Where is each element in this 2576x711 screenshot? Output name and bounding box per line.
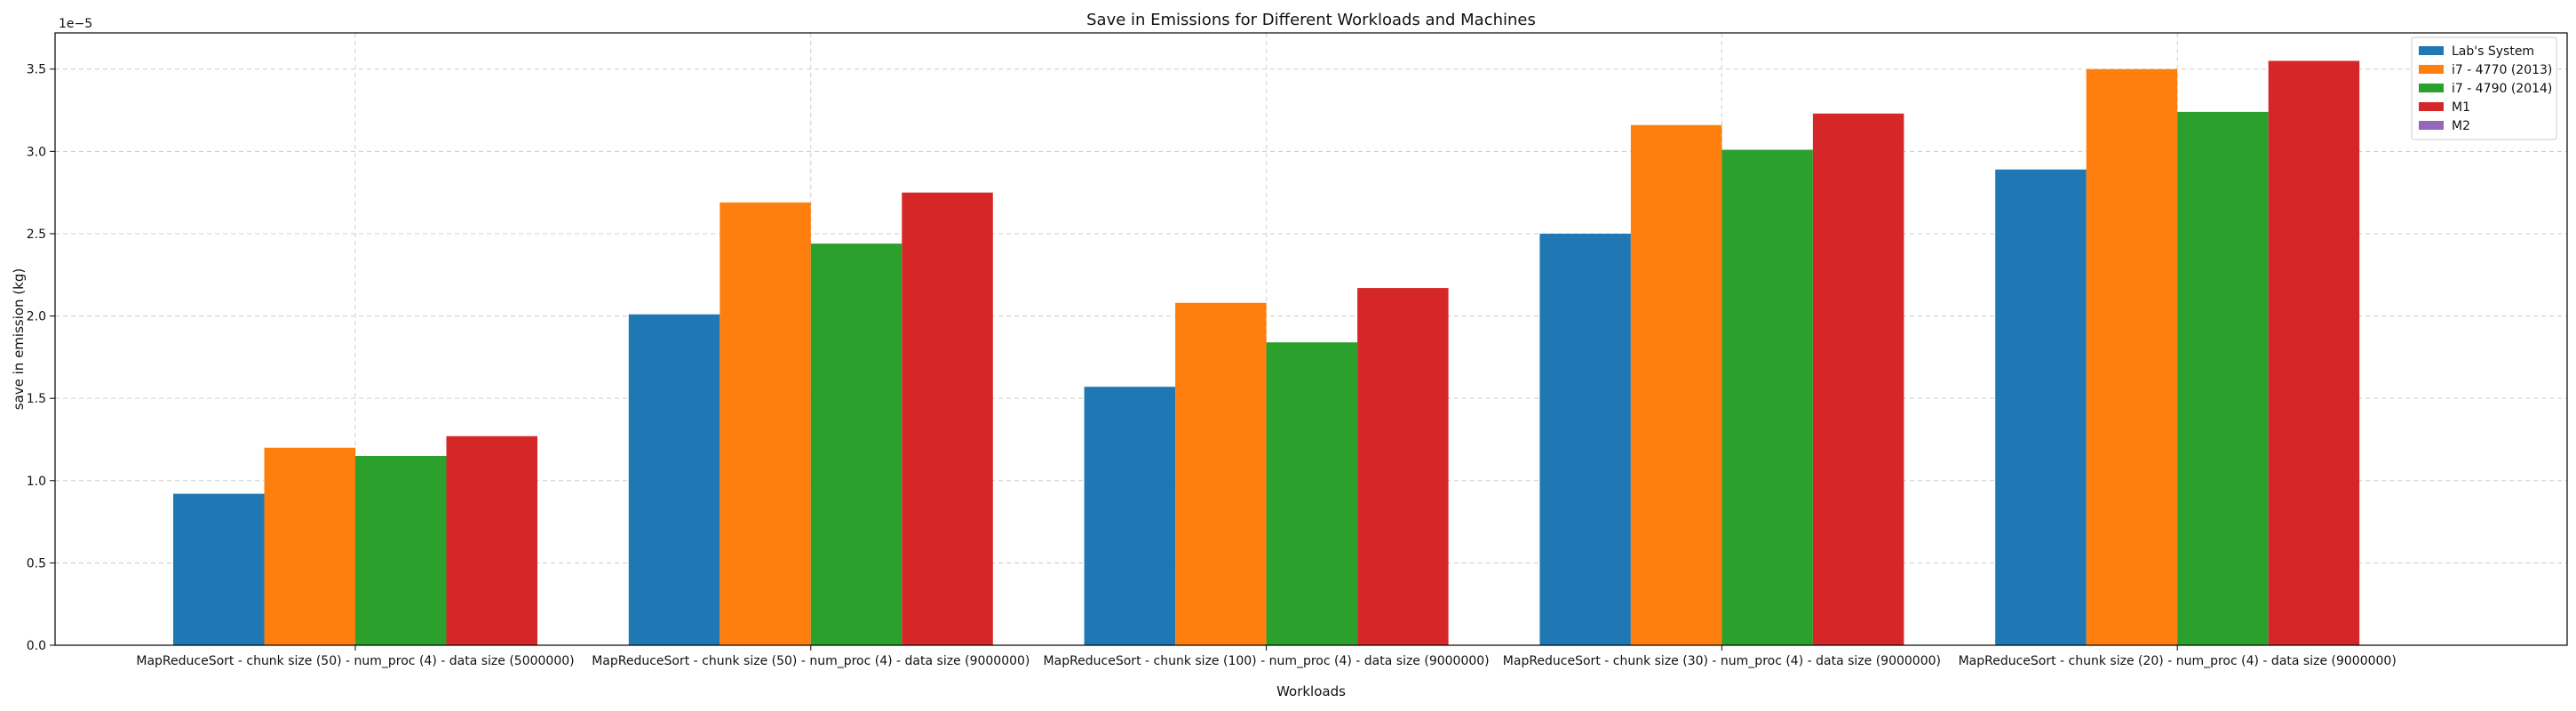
x-tick-label: MapReduceSort - chunk size (50) - num_pr…: [592, 654, 1030, 668]
x-axis-label: Workloads: [1276, 683, 1346, 699]
legend-swatch: [2419, 46, 2444, 55]
bar: [2086, 68, 2178, 645]
bar: [1357, 288, 1449, 645]
bar: [810, 244, 902, 645]
legend: Lab's System i7 - 4770 (2013) i7 - 4790 (2…: [2411, 36, 2557, 140]
legend-label: Lab's System: [2452, 44, 2534, 59]
y-tick-label: 0.0: [27, 639, 46, 653]
bar: [1539, 233, 1631, 645]
bar: [1721, 149, 1813, 645]
plot-frame: [54, 32, 2568, 646]
y-tick-label: 1.5: [27, 392, 46, 406]
y-scale-label: 1e−5: [59, 17, 92, 31]
y-axis-label: save in emission (kg): [11, 268, 27, 411]
bar: [1084, 387, 1176, 645]
bar: [264, 447, 355, 645]
bar: [1630, 124, 1722, 645]
legend-label: i7 - 4790 (2014): [2452, 82, 2552, 96]
legend-swatch: [2419, 84, 2444, 92]
y-tick-label: 2.0: [27, 310, 46, 324]
y-tick-label: 2.5: [27, 228, 46, 242]
labels-layer: Save in Emissions for Different Workload…: [11, 11, 1536, 699]
x-tick-label: MapReduceSort - chunk size (20) - num_pr…: [1959, 654, 2397, 668]
bar: [173, 493, 265, 645]
y-tick-label: 1.0: [27, 475, 46, 489]
bar: [2177, 111, 2269, 646]
x-tick-label: MapReduceSort - chunk size (50) - num_pr…: [136, 654, 574, 668]
bar: [720, 202, 811, 646]
axes-layer: 0.0 0.5 1.0 1.5 2.0 2.5 3.0 3.5 MapReduceSort - …: [27, 32, 2568, 668]
legend-swatch: [2419, 102, 2444, 111]
bar: [628, 314, 720, 645]
bars-layer: [173, 60, 2360, 646]
y-tick-label: 0.5: [27, 556, 46, 571]
bar: [2268, 60, 2360, 645]
chart-title: Save in Emissions for Different Workload…: [1086, 11, 1536, 29]
legend-label: M2: [2452, 119, 2470, 133]
bar: [1266, 342, 1358, 645]
y-tick-label: 3.0: [27, 145, 46, 159]
x-tick-label: MapReduceSort - chunk size (30) - num_pr…: [1503, 654, 1941, 668]
x-tick-label: MapReduceSort - chunk size (100) - num_p…: [1044, 654, 1490, 668]
bar: [902, 192, 993, 645]
bar: [1175, 302, 1267, 645]
legend-swatch: [2419, 121, 2444, 130]
bar: [1812, 113, 1904, 646]
legend-label: M1: [2452, 100, 2470, 115]
legend-swatch: [2419, 65, 2444, 74]
legend-box: [2411, 36, 2557, 140]
bar: [446, 435, 537, 645]
bar: [1995, 169, 2087, 645]
bar: [355, 456, 447, 645]
legend-label: i7 - 4770 (2013): [2452, 63, 2552, 77]
y-tick-label: 3.5: [27, 63, 46, 77]
